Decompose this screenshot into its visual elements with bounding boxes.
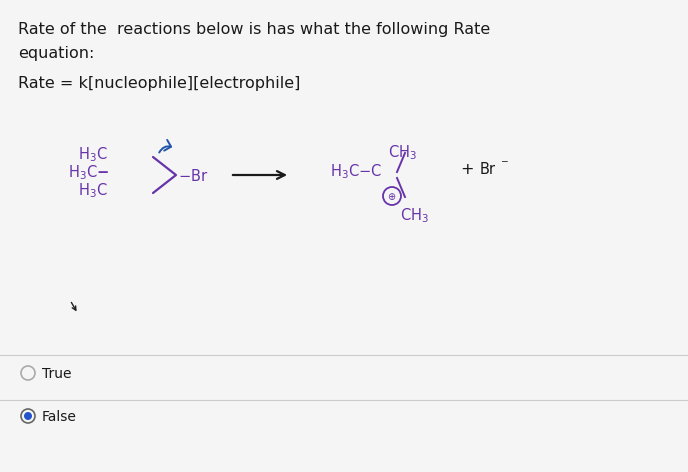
Text: Rate = k[nucleophile][electrophile]: Rate = k[nucleophile][electrophile] xyxy=(18,76,301,91)
Text: $-$Br: $-$Br xyxy=(178,168,208,184)
Text: $+$: $+$ xyxy=(460,162,474,177)
Text: True: True xyxy=(42,367,72,381)
Text: H$_3$C: H$_3$C xyxy=(78,145,107,164)
FancyArrowPatch shape xyxy=(159,140,171,152)
Text: H$_3$C$\mathbf{-}$: H$_3$C$\mathbf{-}$ xyxy=(68,163,109,182)
Text: $\oplus$: $\oplus$ xyxy=(387,191,396,202)
Text: CH$_3$: CH$_3$ xyxy=(388,143,417,162)
Text: H$_3$C: H$_3$C xyxy=(78,181,107,200)
Text: $^{-}$: $^{-}$ xyxy=(500,158,509,171)
Text: Rate of the  reactions below is has what the following Rate: Rate of the reactions below is has what … xyxy=(18,22,491,37)
Text: Br: Br xyxy=(480,162,496,177)
Circle shape xyxy=(24,412,32,420)
Text: False: False xyxy=(42,410,77,424)
Text: CH$_3$: CH$_3$ xyxy=(400,206,429,225)
Text: equation:: equation: xyxy=(18,46,94,61)
Text: H$_3$C$-$C: H$_3$C$-$C xyxy=(330,162,382,181)
